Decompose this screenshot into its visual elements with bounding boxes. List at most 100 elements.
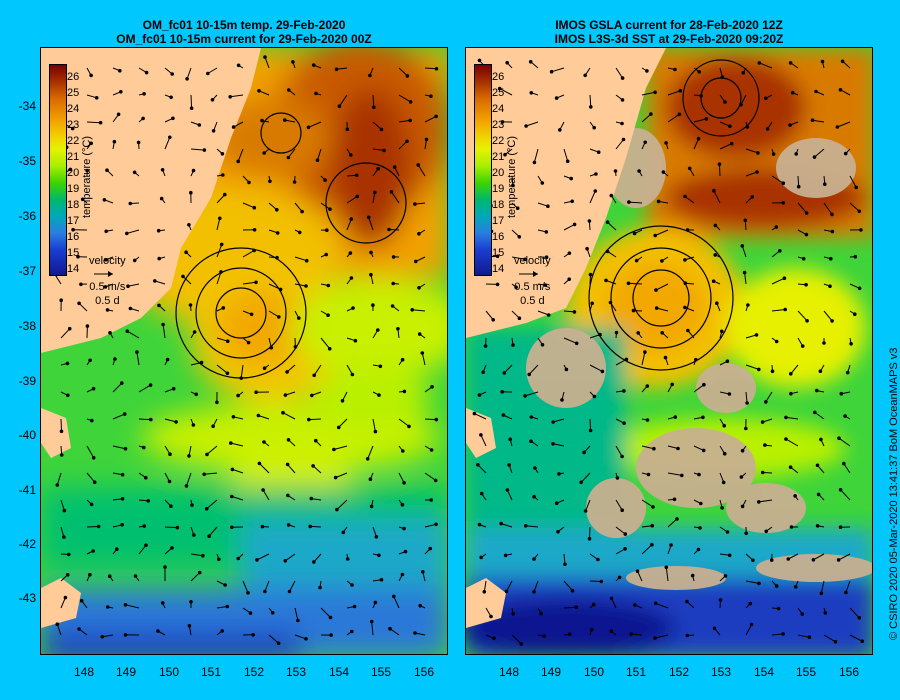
velocity-vector [667, 113, 680, 123]
velocity-vector-head [811, 558, 816, 562]
velocity-vector-head [633, 603, 637, 607]
velocity-vector-head [614, 330, 619, 335]
velocity-vector-head [854, 185, 859, 190]
x-tick-label: 153 [710, 665, 732, 679]
velocity-vector-head [231, 415, 236, 419]
velocity-vector-head [314, 438, 318, 443]
velocity-vector-head [252, 205, 257, 210]
velocity-vector-head [533, 466, 537, 470]
velocity-vector-head [98, 120, 103, 125]
velocity-vector-head [505, 488, 510, 492]
velocity-vector-head [211, 424, 215, 429]
velocity-vector-head [663, 355, 668, 360]
velocity-vector-head [567, 251, 572, 255]
velocity-vector-head [349, 217, 354, 221]
velocity-vector [393, 596, 400, 609]
velocity-vector-head [262, 151, 266, 155]
velocity-vector [242, 250, 255, 258]
cbar-tick: 14 [67, 263, 80, 275]
velocity-vector-head [159, 196, 164, 201]
x-tick-label: 149 [540, 665, 562, 679]
velocity-vector-head [796, 184, 801, 189]
velocity-vector-head [181, 274, 185, 279]
velocity-vector-head [59, 429, 64, 434]
velocity-vector-head [623, 547, 627, 551]
velocity-vector [206, 499, 218, 510]
velocity-vector [102, 634, 114, 638]
velocity-vector-head [376, 328, 380, 332]
left-colorbar-ticks: 26 25 24 23 22 21 20 19 18 17 16 15 14 [67, 64, 87, 275]
velocity-vector-head [699, 501, 703, 506]
cbar-tick: 16 [67, 231, 80, 243]
velocity-vector-head [702, 382, 706, 387]
velocity-vector-head [76, 254, 80, 259]
velocity-vector-head [517, 316, 522, 321]
cbar-tick: 15 [492, 247, 505, 259]
velocity-vector-head [91, 549, 96, 553]
velocity-vector [333, 445, 348, 450]
velocity-vector-head [632, 231, 637, 236]
velocity-vector-head [292, 180, 297, 184]
velocity-vector-head [690, 573, 695, 578]
velocity-vector-head [523, 257, 527, 262]
velocity-vector-head [349, 153, 353, 157]
velocity-vector [367, 445, 374, 459]
velocity-vector-head [569, 176, 573, 181]
velocity-vector-head [605, 220, 610, 224]
velocity-vector [485, 310, 494, 321]
velocity-vector-head [750, 195, 755, 199]
velocity-vector-head [304, 637, 308, 641]
velocity-vector-head [410, 308, 415, 312]
left-colorbar-label: temperature (°C) [81, 135, 93, 218]
velocity-vector-head [391, 281, 396, 286]
velocity-vector-head [107, 574, 112, 579]
velocity-vector-head [194, 392, 198, 397]
velocity-vector-head [593, 189, 598, 193]
velocity-vector-head [219, 242, 224, 247]
velocity-vector-head [91, 386, 96, 391]
velocity-vector-head [171, 386, 176, 391]
velocity-vector-head [757, 581, 761, 586]
velocity-vector-head [554, 96, 559, 100]
velocity-vector [693, 138, 700, 150]
velocity-vector-head [417, 232, 421, 236]
velocity-vector-head [636, 331, 640, 335]
y-tick-label: -38 [18, 319, 36, 333]
velocity-vector-head [549, 69, 554, 74]
velocity-vector-head [574, 341, 579, 346]
velocity-vector-head [756, 151, 760, 155]
velocity-vector-head [261, 488, 265, 492]
velocity-vector-head [332, 447, 336, 452]
velocity-vector-head [202, 472, 206, 477]
velocity-vector [60, 597, 66, 609]
velocity-vector [391, 191, 400, 204]
model-temperature-map: 26 25 24 23 22 21 20 19 18 17 16 15 14 t… [40, 47, 448, 655]
velocity-vector-head [778, 249, 782, 253]
velocity-vector-head [507, 463, 511, 467]
velocity-vector-head [374, 535, 379, 539]
velocity-vector-head [429, 448, 434, 452]
velocity-vector-head [223, 192, 227, 197]
velocity-vector-head [373, 600, 378, 605]
velocity-vector-head [254, 280, 258, 285]
velocity-vector-head [501, 413, 506, 417]
x-tick-label: 150 [158, 665, 180, 679]
velocity-vector-head [144, 475, 148, 480]
velocity-vector-head [408, 118, 413, 123]
velocity-vector-head [804, 211, 809, 215]
velocity-vector-head [505, 60, 510, 65]
velocity-vector-head [201, 553, 205, 558]
velocity-vector-head [428, 546, 433, 551]
velocity-vector-head [341, 530, 346, 535]
velocity-vector-head [857, 209, 862, 214]
velocity-vector-head [315, 158, 320, 162]
velocity-vector-head [696, 547, 701, 552]
velocity-vector [771, 277, 785, 285]
velocity-vector-head [830, 319, 834, 323]
velocity-vector [346, 218, 352, 231]
velocity-vector-head [353, 338, 358, 343]
velocity-vector-head [527, 372, 532, 377]
velocity-vector [693, 384, 705, 393]
y-tick-label: -39 [18, 374, 36, 388]
velocity-vector-head [402, 481, 406, 485]
